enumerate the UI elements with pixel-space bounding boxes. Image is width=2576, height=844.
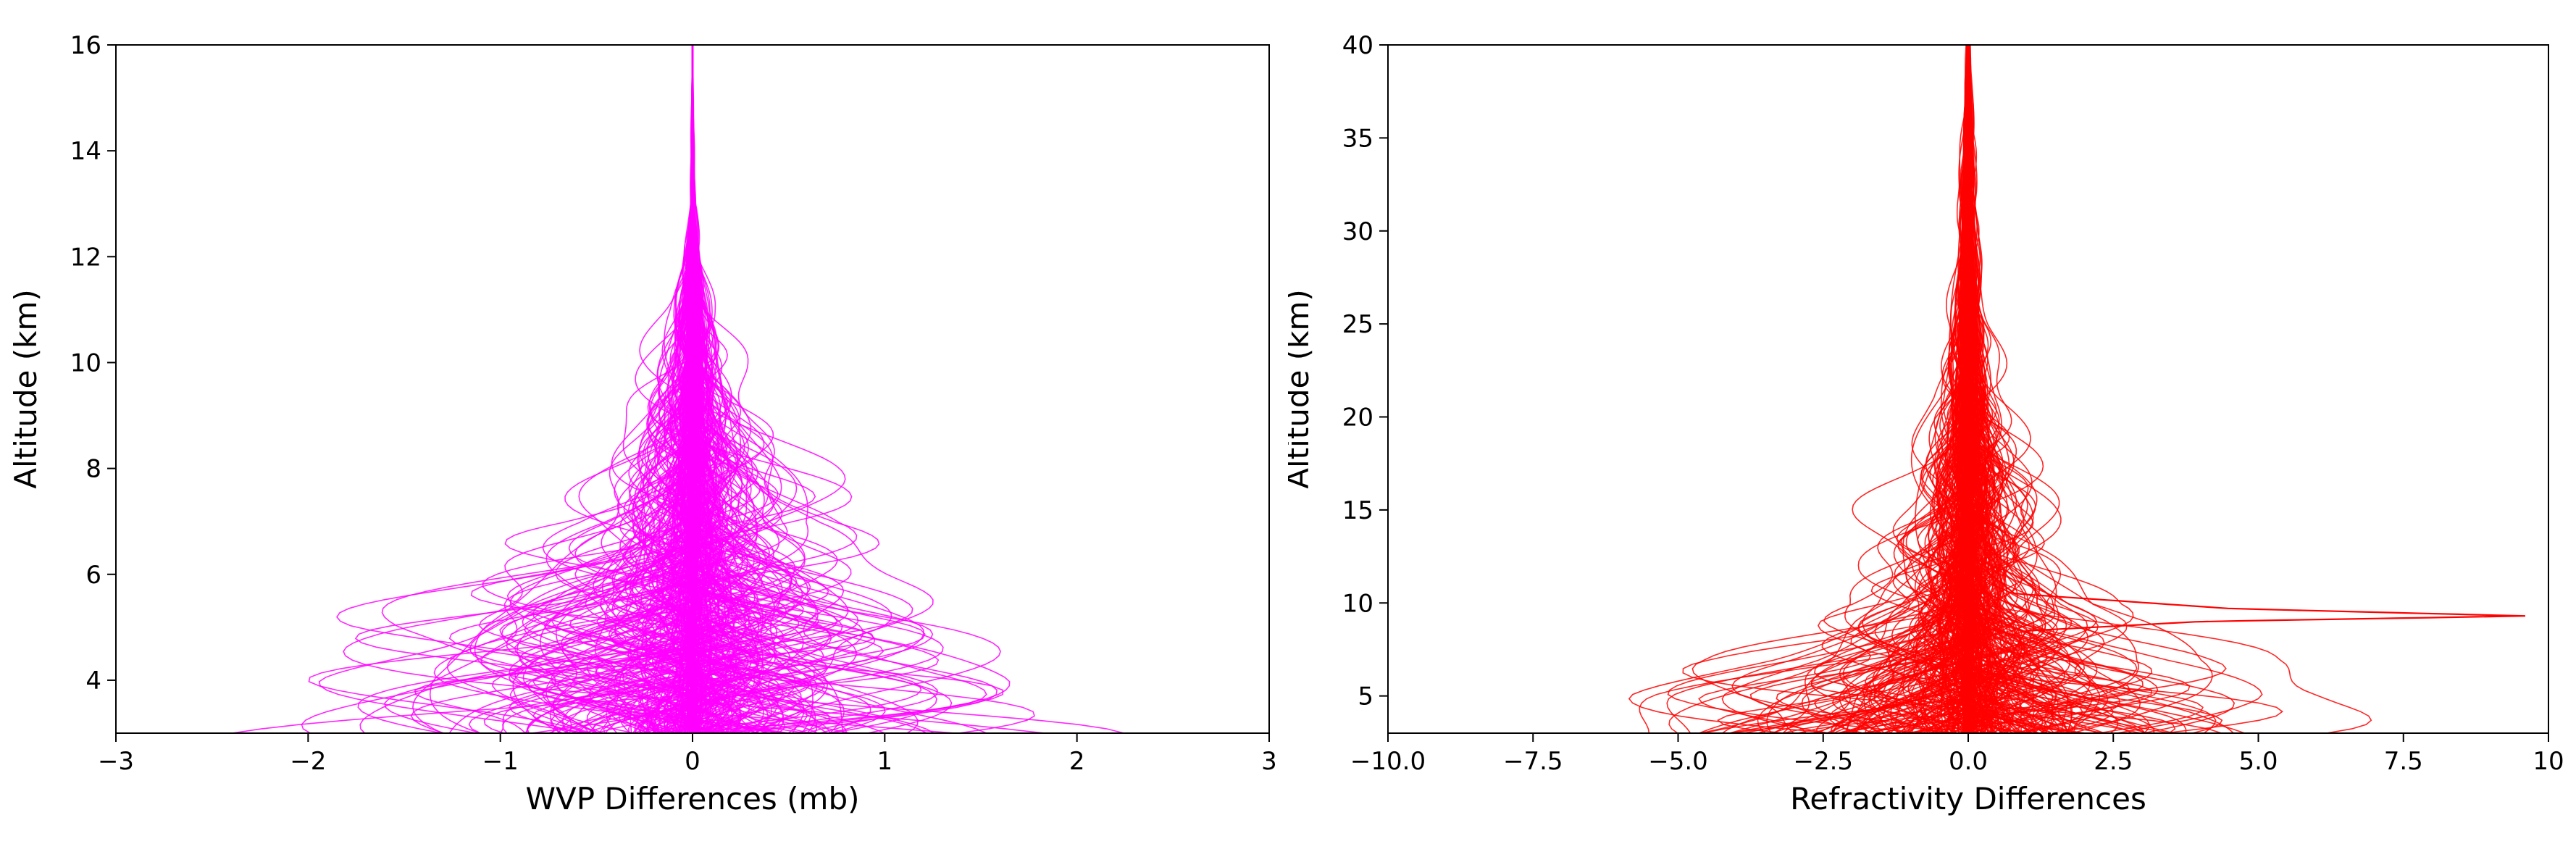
x-tick-label: 1 xyxy=(877,747,893,776)
x-tick-label: 0 xyxy=(685,747,701,776)
profile-line xyxy=(1668,45,1991,733)
x-tick-label: −10.0 xyxy=(1350,747,1426,776)
y-axis-label: Altitude (km) xyxy=(8,289,43,488)
x-tick-label: 5.0 xyxy=(2238,747,2278,776)
x-tick-label: −1 xyxy=(482,747,519,776)
profile-line xyxy=(470,45,987,733)
x-tick-label: −2 xyxy=(290,747,326,776)
profile-line xyxy=(1729,45,2134,733)
y-tick-label: 20 xyxy=(1342,404,1373,433)
y-tick-label: 12 xyxy=(70,243,101,272)
y-tick-label: 4 xyxy=(85,667,101,695)
y-tick-label: 15 xyxy=(1342,496,1373,525)
wvp-chart-panel: −3 −2 −1 0 1 2 3 4 6 8 10 12 14 16 WVP Differences (mb… xyxy=(8,31,1277,816)
x-tick-label: 2 xyxy=(1069,747,1085,776)
x-tick-label: −5.0 xyxy=(1648,747,1708,776)
refractivity-chart-panel: −10.0 −7.5 −5.0 −2.5 0.0 2.5 5.0 7.5 10 5 10 15 20 25… xyxy=(1288,0,2576,844)
y-tick-label: 10 xyxy=(70,348,101,377)
profile-line xyxy=(1852,45,2372,733)
profile-line xyxy=(1810,45,2001,733)
x-tick-label: 2.5 xyxy=(2094,747,2133,776)
outlier-profile-line xyxy=(1978,565,2526,733)
x-tick-label: −7.5 xyxy=(1503,747,1563,776)
profile-line xyxy=(1900,45,2153,733)
profile-line xyxy=(1957,45,2227,733)
y-tick-label: 10 xyxy=(1342,589,1373,618)
profile-lines xyxy=(1628,45,2526,733)
refractivity-chart: −10.0 −7.5 −5.0 −2.5 0.0 2.5 5.0 7.5 10 5 10 15 20 25… xyxy=(1288,31,2564,816)
x-tick-label: 0.0 xyxy=(1949,747,1988,776)
profile-line xyxy=(531,45,926,733)
x-tick-label: −2.5 xyxy=(1793,747,1853,776)
y-tick-label: 25 xyxy=(1342,310,1373,339)
x-axis-label: Refractivity Differences xyxy=(1790,781,2146,816)
y-tick-label: 8 xyxy=(85,455,101,484)
y-tick-label: 30 xyxy=(1342,217,1373,246)
profile-line xyxy=(468,45,774,733)
x-axis-label: WVP Differences (mb) xyxy=(525,781,859,816)
y-axis-label: Altitude (km) xyxy=(1288,289,1316,488)
y-tick-label: 14 xyxy=(70,137,101,166)
x-tick-label: 10 xyxy=(2533,747,2564,776)
y-tick-label: 35 xyxy=(1342,124,1373,153)
x-tick-label: 3 xyxy=(1261,747,1277,776)
y-tick-label: 16 xyxy=(70,31,101,60)
x-tick-label: 7.5 xyxy=(2384,747,2423,776)
y-tick-label: 5 xyxy=(1358,682,1373,711)
profile-line xyxy=(1639,45,2060,733)
y-tick-label: 6 xyxy=(85,561,101,590)
profile-lines xyxy=(232,45,1124,733)
y-tick-label: 40 xyxy=(1342,31,1373,60)
profile-line xyxy=(1910,45,2139,733)
profile-line xyxy=(1721,45,2062,733)
x-tick-label: −3 xyxy=(98,747,134,776)
